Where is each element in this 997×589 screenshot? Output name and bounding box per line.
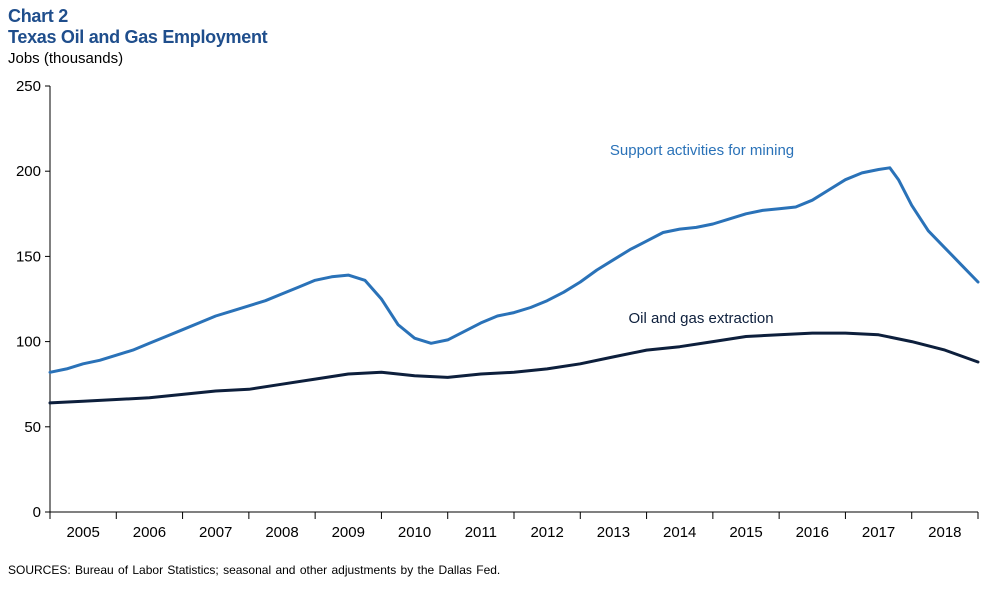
- chart-title: Texas Oil and Gas Employment: [8, 27, 268, 47]
- support-activities-label: Support activities for mining: [610, 142, 794, 159]
- x-tick-label: 2005: [66, 524, 99, 541]
- x-tick-label: 2014: [663, 524, 696, 541]
- x-tick-label: 2016: [796, 524, 829, 541]
- y-tick-label: 50: [24, 419, 41, 436]
- y-tick-label: 0: [33, 504, 41, 521]
- x-tick-label: 2017: [862, 524, 895, 541]
- x-tick-label: 2010: [398, 524, 431, 541]
- y-tick-label: 150: [16, 248, 41, 265]
- x-tick-label: 2009: [332, 524, 365, 541]
- source-note: SOURCES: Bureau of Labor Statistics; sea…: [8, 563, 501, 577]
- x-tick-labels: 2005 2006 2007 2008 2009 2010 2011 2012 2013 2014…: [66, 524, 961, 541]
- support-activities-line: [48, 166, 980, 374]
- y-tick-label: 250: [16, 78, 41, 95]
- x-tick-label: 2006: [133, 524, 166, 541]
- y-tick-labels: 0 50 100 150 200 250: [16, 78, 41, 521]
- oil-gas-extraction-label: Oil and gas extraction: [628, 310, 773, 327]
- y-tick-label: 100: [16, 334, 41, 351]
- x-tick-label: 2011: [465, 524, 497, 541]
- chart-number: Chart 2: [8, 6, 68, 26]
- oil-gas-extraction-line: [48, 331, 980, 405]
- x-tick-label: 2008: [265, 524, 298, 541]
- x-tick-label: 2018: [928, 524, 961, 541]
- x-tick-label: 2007: [199, 524, 232, 541]
- x-tick-label: 2015: [729, 524, 762, 541]
- line-chart: 0 50 100 150 200 250 2005 2006 2007 2008 2009 2010…: [16, 78, 980, 541]
- chart-axes: [45, 85, 979, 519]
- series-layer: [48, 166, 980, 405]
- y-axis-unit-label: Jobs (thousands): [8, 50, 124, 67]
- series-labels: Support activities for mining Oil and gas…: [610, 142, 794, 327]
- y-tick-label: 200: [16, 163, 41, 180]
- x-tick-label: 2012: [530, 524, 563, 541]
- x-tick-label: 2013: [597, 524, 630, 541]
